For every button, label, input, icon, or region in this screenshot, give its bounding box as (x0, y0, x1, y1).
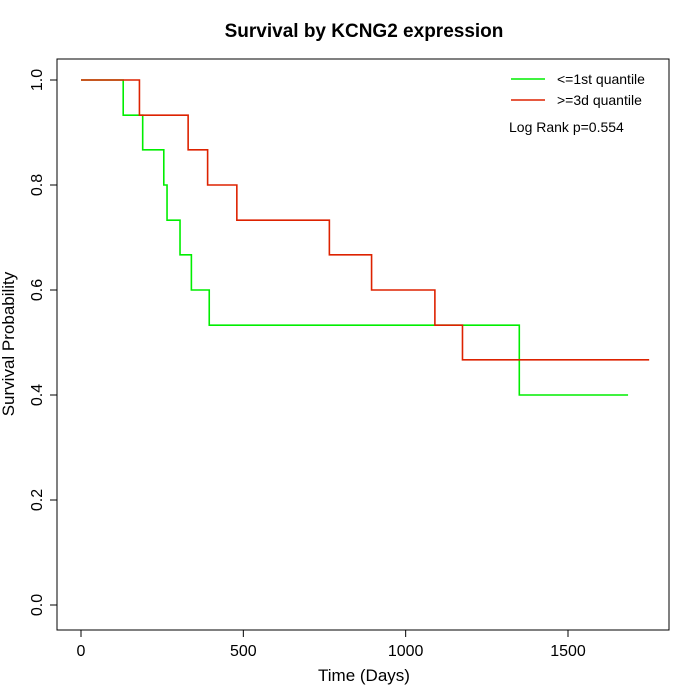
chart-title: Survival by KCNG2 expression (225, 21, 504, 42)
x-tick-label: 0 (77, 643, 86, 660)
x-tick-label: 500 (230, 643, 257, 660)
y-tick-label: 1.0 (29, 69, 46, 91)
y-tick-label: 0.4 (29, 384, 46, 406)
x-tick-label: 1000 (388, 643, 424, 660)
y-tick-label: 0.0 (29, 594, 46, 616)
y-axis: 0.0 0.2 0.4 0.6 0.8 1.0 (29, 69, 58, 616)
x-axis-title: Time (Days) (318, 666, 410, 685)
legend-label-low: <=1st quantile (557, 71, 645, 87)
y-tick-label: 0.2 (29, 489, 46, 511)
legend: <=1st quantile >=3d quantile (511, 71, 645, 108)
legend-label-high: >=3d quantile (557, 92, 642, 108)
series-layer (81, 79, 650, 396)
plot-frame (56, 58, 670, 631)
y-axis-title: Survival Probability (0, 271, 18, 416)
x-tick-label: 1500 (550, 643, 586, 660)
log-rank-annotation: Log Rank p=0.554 (509, 119, 624, 135)
x-axis: 0 500 1000 1500 (77, 629, 586, 660)
y-tick-label: 0.6 (29, 279, 46, 301)
series-line-high (81, 79, 650, 361)
y-tick-label: 0.8 (29, 174, 46, 196)
